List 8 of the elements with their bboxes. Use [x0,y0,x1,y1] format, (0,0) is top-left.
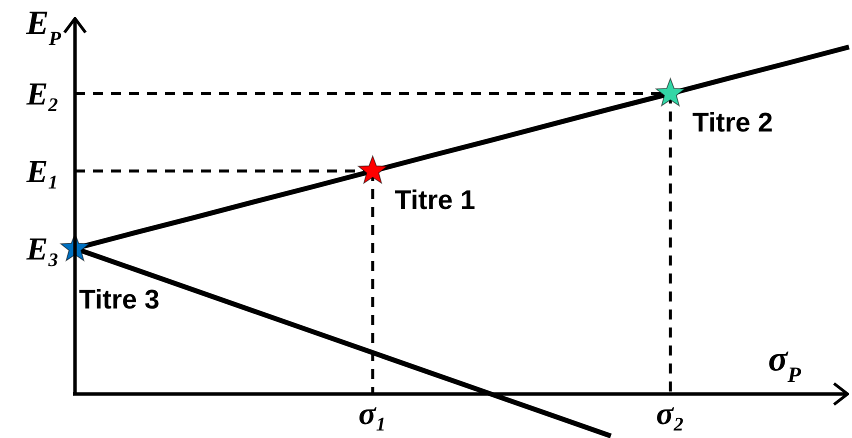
text: E₁ [26,152,59,189]
series-label: Titre 1 [394,184,476,215]
x-tick-label: σ₂ [656,394,685,431]
series-label: Titre 3 [79,284,160,314]
series-label: Titre 2 [692,108,773,138]
text: E₂ [26,76,59,112]
text: E₃ [26,230,59,266]
x-tick-label: σ₁ [358,394,387,431]
